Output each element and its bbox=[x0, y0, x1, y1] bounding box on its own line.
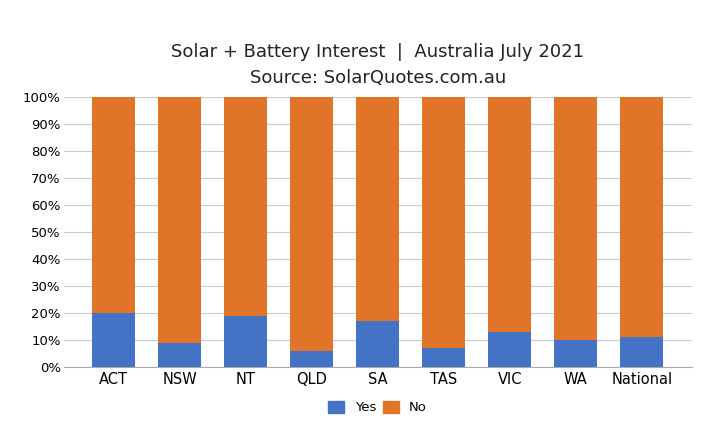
Bar bbox=[422, 97, 465, 348]
Bar bbox=[489, 332, 531, 367]
Bar bbox=[290, 97, 333, 351]
Bar bbox=[225, 316, 267, 367]
Bar bbox=[158, 343, 201, 367]
Bar bbox=[554, 97, 597, 340]
Bar bbox=[92, 97, 135, 313]
Bar bbox=[422, 348, 465, 367]
Bar bbox=[357, 321, 399, 367]
Bar bbox=[357, 97, 399, 321]
Bar bbox=[158, 97, 201, 343]
Bar bbox=[489, 97, 531, 332]
Bar bbox=[290, 351, 333, 367]
Bar bbox=[92, 313, 135, 367]
Bar bbox=[621, 337, 664, 367]
Bar bbox=[621, 97, 664, 337]
Title: Solar + Battery Interest  |  Australia July 2021
Source: SolarQuotes.com.au: Solar + Battery Interest | Australia Jul… bbox=[172, 43, 584, 88]
Legend: Yes, No: Yes, No bbox=[323, 396, 432, 419]
Bar bbox=[554, 340, 597, 367]
Bar bbox=[225, 97, 267, 316]
